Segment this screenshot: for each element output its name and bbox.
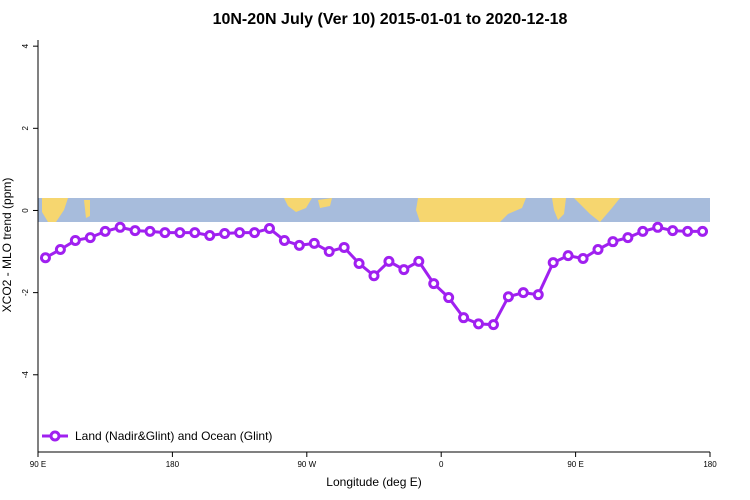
point <box>54 243 66 255</box>
y-axis-label: XCO2 - MLO trend (ppm) <box>0 178 14 313</box>
point <box>353 257 365 269</box>
x-tick-label: 180 <box>166 460 180 469</box>
point <box>39 252 51 264</box>
point <box>458 312 470 324</box>
legend-label: Land (Nadir&Glint) and Ocean (Glint) <box>75 429 272 443</box>
y-tick-label: 4 <box>21 43 30 48</box>
point <box>622 232 634 244</box>
point <box>502 291 514 303</box>
point <box>383 255 395 267</box>
point <box>682 225 694 237</box>
land <box>416 198 526 222</box>
land <box>284 198 312 212</box>
point <box>547 257 559 269</box>
point <box>338 241 350 253</box>
point <box>473 318 485 330</box>
point <box>249 227 261 239</box>
legend: Land (Nadir&Glint) and Ocean (Glint) <box>42 429 272 443</box>
point <box>652 221 664 233</box>
y-tick-label: 0 <box>21 208 30 213</box>
point <box>84 232 96 244</box>
point <box>443 292 455 304</box>
point <box>234 227 246 239</box>
x-tick-label: 0 <box>439 460 444 469</box>
point <box>667 225 679 237</box>
point <box>577 253 589 265</box>
x-axis-label: Longitude (deg E) <box>326 475 421 489</box>
x-tick-label: 180 <box>703 460 717 469</box>
point <box>69 234 81 246</box>
point <box>413 255 425 267</box>
point <box>517 287 529 299</box>
point <box>159 227 171 239</box>
point <box>637 225 649 237</box>
point <box>308 237 320 249</box>
point <box>114 221 126 233</box>
point <box>219 227 231 239</box>
point <box>144 225 156 237</box>
land <box>574 198 620 222</box>
y-tick-label: -4 <box>21 371 30 379</box>
point <box>562 250 574 262</box>
point <box>398 264 410 276</box>
point <box>99 225 111 237</box>
point <box>189 227 201 239</box>
point <box>607 236 619 248</box>
point <box>204 230 216 242</box>
point <box>368 270 380 282</box>
legend-marker <box>49 430 61 442</box>
point <box>487 319 499 331</box>
land <box>42 198 68 222</box>
y-tick-label: 2 <box>21 126 30 131</box>
point <box>129 225 141 237</box>
point <box>592 243 604 255</box>
map-band <box>38 198 710 222</box>
land <box>318 198 332 208</box>
land <box>84 200 90 218</box>
chart-title: 10N-20N July (Ver 10) 2015-01-01 to 2020… <box>213 11 568 28</box>
y-tick-label: -2 <box>21 289 30 297</box>
point <box>428 278 440 290</box>
x-tick-label: 90 W <box>297 460 316 469</box>
point <box>323 246 335 258</box>
point <box>532 289 544 301</box>
point <box>697 225 709 237</box>
x-tick-label: 90 E <box>567 460 583 469</box>
point <box>174 227 186 239</box>
point <box>293 239 305 251</box>
land <box>552 198 566 220</box>
point <box>278 234 290 246</box>
x-tick-label: 90 E <box>30 460 46 469</box>
point <box>263 223 275 235</box>
